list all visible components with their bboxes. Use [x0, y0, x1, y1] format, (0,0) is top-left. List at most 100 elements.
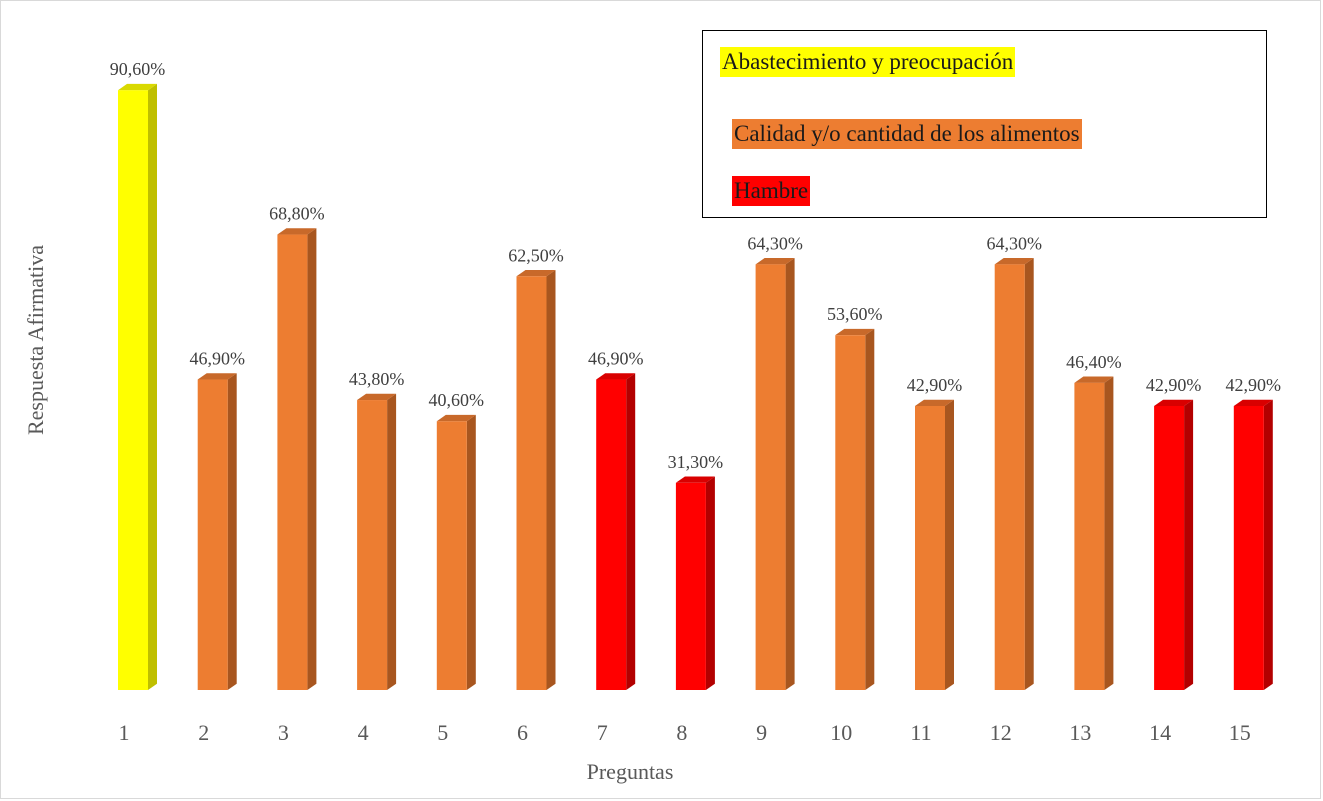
bar-side: [945, 399, 954, 690]
bar-7: [596, 373, 636, 690]
legend: Abastecimiento y preocupación Calidad y/…: [702, 30, 1267, 218]
bar-front: [436, 421, 467, 690]
x-tick-label-6: 6: [517, 720, 528, 745]
bar-side: [865, 328, 875, 690]
bar-top: [1233, 399, 1273, 407]
bar-side: [1184, 399, 1194, 690]
bar-front: [1154, 406, 1185, 690]
x-tick-label-7: 7: [597, 720, 608, 745]
bar-2: [197, 373, 237, 690]
bar-top: [835, 328, 875, 336]
x-tick-label-3: 3: [278, 720, 289, 745]
x-tick-label-13: 13: [1069, 720, 1091, 745]
bar-top: [1154, 399, 1194, 407]
bar-12: [994, 258, 1034, 690]
bar-front: [197, 379, 228, 690]
bar-top: [357, 393, 397, 401]
value-label-15: 42,90%: [1226, 375, 1282, 395]
x-tick-label-5: 5: [437, 720, 448, 745]
bars-group: [118, 83, 1273, 691]
bar-side: [626, 373, 636, 690]
bar-13: [1074, 376, 1114, 690]
bar-front: [516, 276, 547, 690]
bar-11: [915, 399, 954, 690]
bar-top: [436, 414, 476, 422]
x-tick-label-10: 10: [830, 720, 852, 745]
bar-front: [1233, 406, 1264, 690]
bar-front: [755, 264, 786, 690]
bar-front: [596, 379, 627, 690]
value-label-7: 46,90%: [588, 349, 644, 369]
bar-top: [197, 373, 237, 380]
bar-5: [436, 414, 476, 690]
value-label-14: 42,90%: [1146, 375, 1202, 395]
value-label-4: 43,80%: [349, 369, 405, 389]
value-label-11: 42,90%: [907, 375, 963, 395]
bar-front: [994, 264, 1025, 690]
bar-side: [705, 476, 715, 690]
value-label-6: 62,50%: [508, 245, 564, 265]
x-tick-label-15: 15: [1229, 720, 1251, 745]
bar-side: [1104, 376, 1114, 690]
bar-top: [994, 258, 1034, 265]
bar-15: [1233, 399, 1273, 690]
bar-top: [755, 258, 795, 265]
bar-side: [1263, 399, 1273, 690]
x-tick-label-14: 14: [1149, 720, 1171, 745]
y-axis-title: Respuesta Afirmativa: [23, 244, 48, 436]
bar-10: [835, 328, 875, 690]
bar-6: [516, 269, 556, 690]
x-tick-label-2: 2: [198, 720, 209, 745]
bar-top: [118, 83, 157, 91]
x-tick-label-11: 11: [910, 720, 931, 745]
x-tick-labels-group: 1 2 3 4 5 6 7 8 9 10 11 12 13 14 15: [119, 720, 1251, 745]
bar-1: [118, 83, 157, 691]
value-label-3: 68,80%: [269, 204, 325, 224]
value-label-13: 46,40%: [1066, 352, 1122, 372]
bar-top: [1074, 376, 1114, 383]
bar-9: [755, 258, 795, 690]
bar-front: [835, 335, 866, 690]
value-label-12: 64,30%: [986, 233, 1042, 253]
bar-front: [675, 482, 706, 690]
x-tick-label-8: 8: [676, 720, 687, 745]
x-tick-label-9: 9: [756, 720, 767, 745]
bar-front: [118, 90, 148, 690]
value-labels-group: 90,60% 46,90% 68,80% 43,80% 40,60% 62,50% 46,9…: [110, 59, 1281, 472]
value-label-2: 46,90%: [189, 349, 245, 369]
bar-side: [307, 228, 317, 690]
bar-top: [596, 373, 636, 380]
bar-side: [785, 258, 795, 690]
legend-item-hambre: Hambre: [732, 176, 811, 206]
bar-8: [675, 476, 715, 690]
x-axis-title: Preguntas: [586, 759, 674, 784]
bar-14: [1154, 399, 1194, 690]
value-label-1: 90,60%: [110, 59, 166, 79]
bar-side: [227, 373, 237, 690]
value-label-9: 64,30%: [747, 233, 803, 253]
bar-top: [277, 228, 317, 235]
bar-front: [1074, 382, 1105, 690]
bar-3: [277, 228, 317, 690]
x-tick-label-1: 1: [119, 720, 130, 745]
bar-4: [357, 393, 397, 690]
bar-side: [1024, 258, 1034, 690]
bar-side: [546, 269, 556, 690]
legend-item-calidad: Calidad y/o cantidad de los alimentos: [732, 119, 1082, 149]
value-label-5: 40,60%: [429, 390, 485, 410]
bar-top: [675, 476, 715, 483]
legend-item-abastecimiento: Abastecimiento y preocupación: [720, 47, 1016, 77]
bar-front: [277, 234, 308, 690]
bar-side: [466, 414, 476, 690]
x-tick-label-4: 4: [358, 720, 369, 745]
bar-front: [915, 406, 945, 690]
bar-top: [915, 399, 954, 407]
value-label-8: 31,30%: [668, 452, 724, 472]
x-tick-label-12: 12: [990, 720, 1012, 745]
bar-top: [516, 269, 556, 277]
value-label-10: 53,60%: [827, 304, 883, 324]
bar-front: [357, 400, 388, 690]
bar-side: [148, 83, 157, 691]
